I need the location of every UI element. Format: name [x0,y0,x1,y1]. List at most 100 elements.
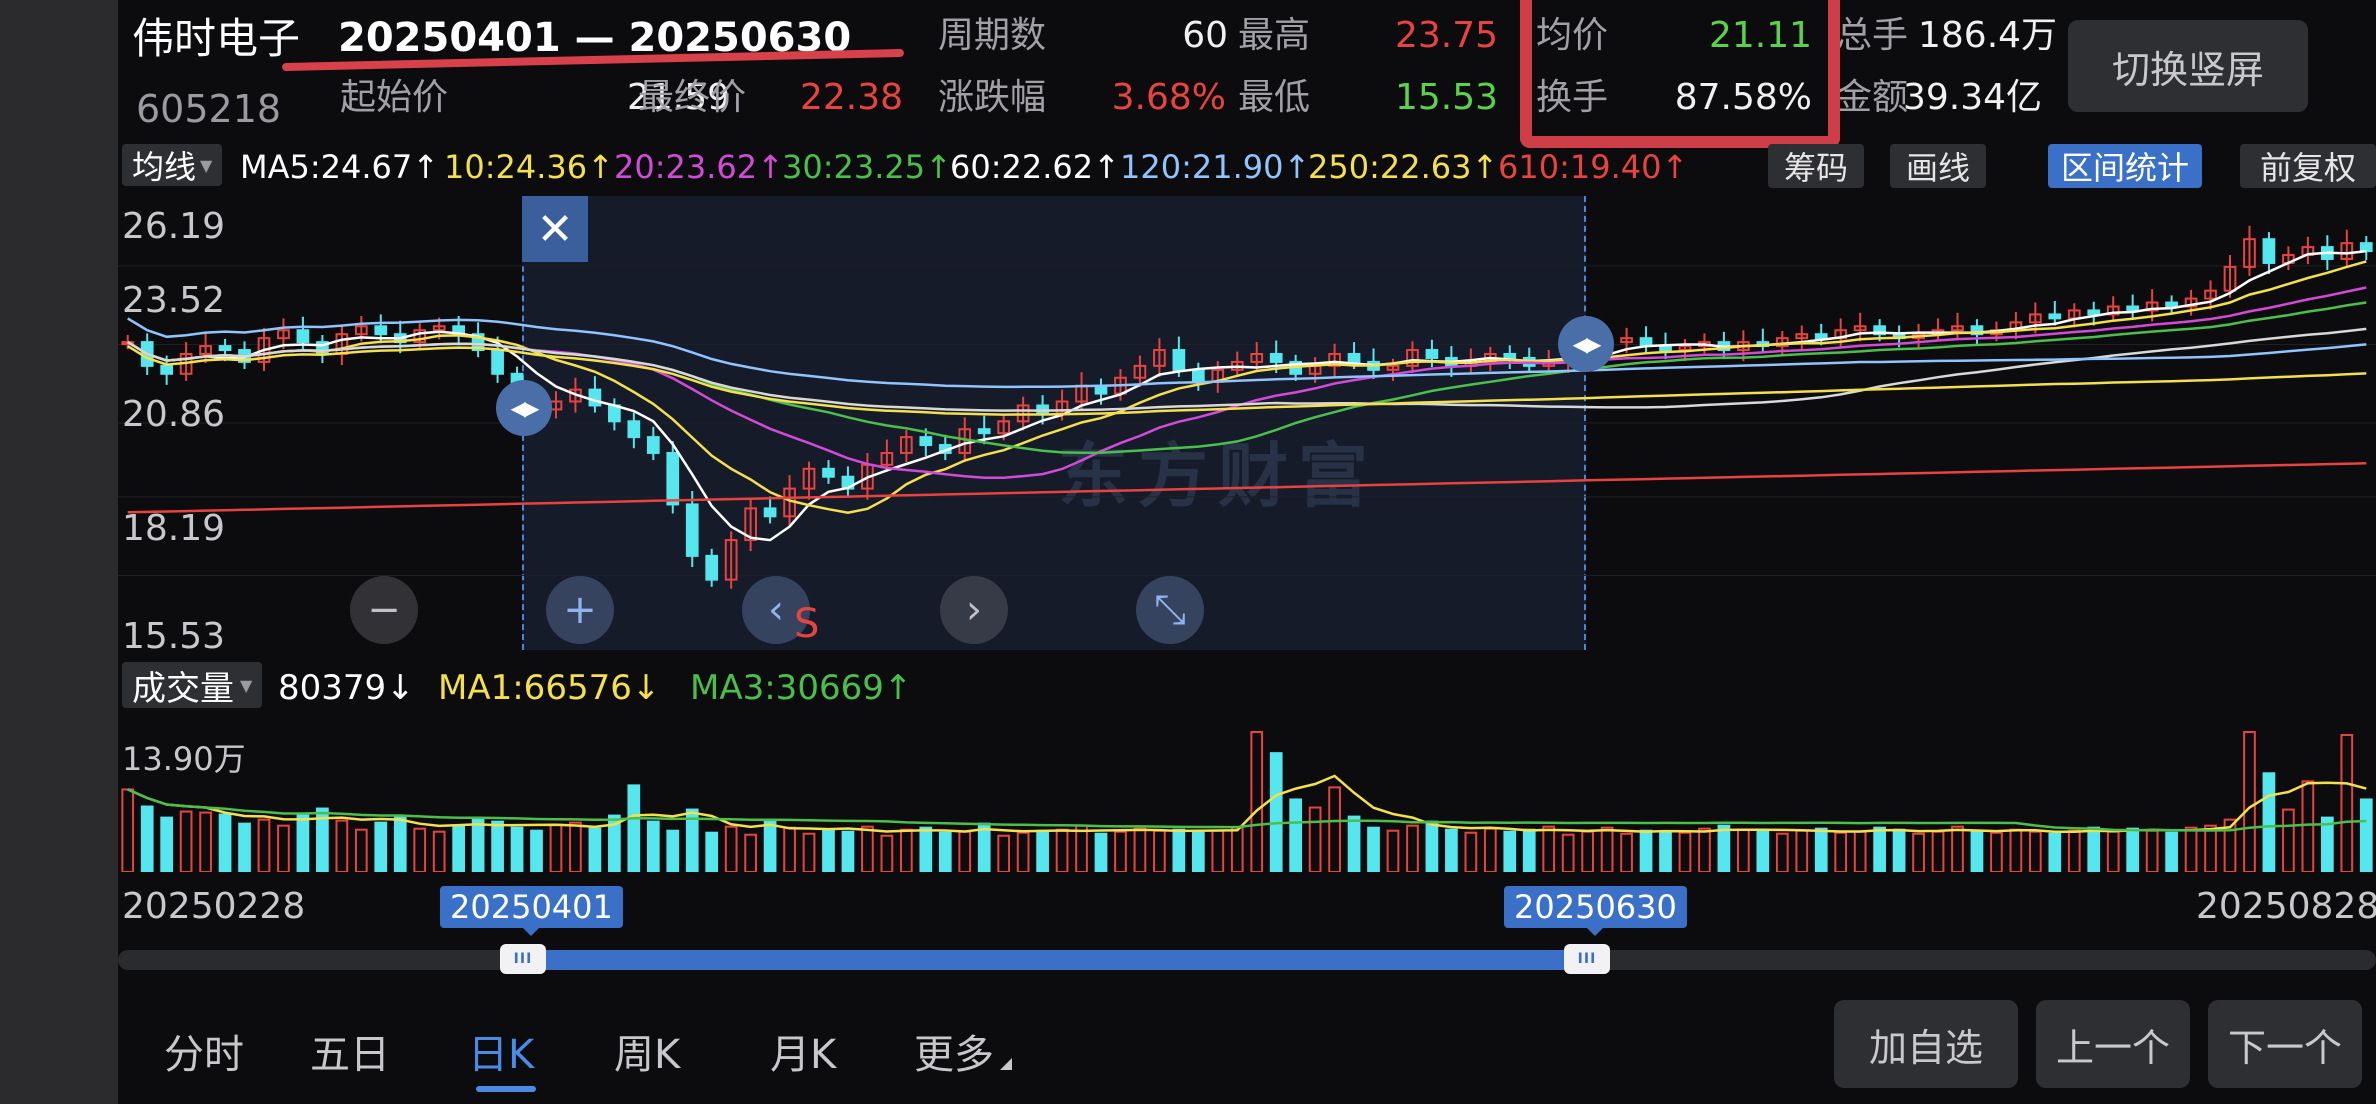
tab-more[interactable]: 更多 [914,1032,994,1078]
volume-bar-item [1639,829,1653,872]
candle-body [646,436,660,454]
volume-bar-item [1347,815,1361,872]
y-axis-label: 18.19 [122,508,226,549]
range-end-handle-icon[interactable]: ◀▶ [1558,316,1614,372]
candle-body [1328,352,1341,367]
volume-bar-item [199,811,212,872]
close-range-icon[interactable]: ✕ [522,196,588,262]
avg-value: 21.11 [1708,15,1812,56]
volume-bar-item [413,827,427,872]
stock-code: 605218 [136,87,282,131]
volume-bar-item [2243,731,2256,872]
volume-bar-item [1795,829,1809,872]
volume-bar-item [1036,829,1049,872]
volume-max-label: 13.90万 [122,740,246,778]
tab-weekly-k[interactable]: 周K [614,1032,681,1078]
candle-body [1406,349,1419,367]
volume-value: 80379↓ [278,668,415,708]
dropdown-icon: ▼ [240,675,253,695]
range-start-handle-icon[interactable]: ◀▶ [496,380,552,436]
candle-body [296,329,310,344]
volume-bar-item [783,826,796,872]
candle-body [1970,325,1984,336]
volume-bar-item [238,822,251,872]
volume-bar: 成交量 ▼ 80379↓ MA1:66576↓ MA3:30669↑ [118,658,2376,709]
volume-bar-item [2282,808,2295,872]
stock-chart-app: 伟时电子 20250401 — 20250630 605218 周期数 60 最… [118,0,2376,1104]
candle-body [900,436,913,454]
tab-intraday[interactable]: 分时 [164,1032,244,1078]
volume-ma1: MA1:66576↓ [438,668,661,708]
candle-body [1425,349,1439,359]
candle-body [2048,313,2062,320]
volume-bar-item [1172,828,1186,872]
volume-bar-item [1386,829,1400,872]
candle-body [374,325,388,336]
volume-ma3-line [127,788,2367,832]
tab-daily-k[interactable]: 日K [468,1032,535,1078]
volume-bar-item [2009,828,2023,872]
volume-bar-item [1503,830,1517,872]
tab-monthly-k[interactable]: 月K [770,1032,837,1078]
range-stats-button[interactable]: 区间统计 [2048,144,2202,188]
ma-select[interactable]: 均线 ▼ [122,144,223,186]
volume-bar-item [1970,829,1984,872]
ma30-value: 30:23.25↑ [782,148,952,186]
selection-end-date-tag: 20250630 [1504,886,1687,936]
volume-bar-item [2165,831,2178,872]
volume-bar-item [277,824,290,872]
ma610-value: 610:19.40↑ [1498,148,1689,186]
adjust-price-button[interactable]: 前复权 [2240,144,2376,188]
low-value: 15.53 [1394,77,1498,118]
ma-select-label: 均线 [132,148,197,186]
candle-body [763,507,777,518]
volume-bar-item [1308,806,1322,872]
volume-bar-item [1873,826,1886,872]
previous-stock-button[interactable]: 上一个 [2036,1000,2190,1088]
candlestick-chart[interactable] [118,192,2376,654]
candle-body [257,337,271,363]
candle-body [822,467,835,478]
volume-ma3: MA3:30669↑ [690,668,913,708]
volume-bar-item [1153,829,1166,872]
scroll-left-button[interactable]: ‹ [742,576,810,644]
volume-bar-item [530,829,543,872]
volume-chart [121,731,2373,872]
start-date-label: 20250228 [122,886,306,927]
y-axis-label: 26.19 [122,206,226,247]
collapse-button[interactable]: ⤡ [1136,576,1204,644]
change-label: 涨跌幅 [938,77,1047,118]
volume-bar-item [1483,827,1497,872]
candle-body [1853,325,1867,332]
scroll-right-button[interactable]: › [940,576,1008,644]
chips-button[interactable]: 筹码 [1768,144,1864,188]
candle-body [2087,309,2101,316]
volume-bar-item [1561,833,1575,872]
candle-body [1386,364,1400,371]
range-slider-start-knob[interactable]: III [500,944,546,974]
period-label: 周期数 [938,15,1047,56]
volume-bar-item [1542,825,1556,872]
candle-body [685,503,699,557]
volume-bar-item [2204,824,2217,872]
volume-bar-item [1016,831,1030,872]
add-watchlist-button[interactable]: 加自选 [1834,1000,2018,1088]
next-stock-button[interactable]: 下一个 [2208,1000,2362,1088]
candle-body [627,420,641,439]
ma120-value: 120:21.90↑ [1120,148,1311,186]
volume-bar-item [763,818,777,872]
draw-line-button[interactable]: 画线 [1890,144,1986,188]
zoom-out-button[interactable]: − [350,576,418,644]
total-value: 186.4万 [1918,15,2058,56]
volume-bar-item [608,814,621,872]
switch-portrait-button[interactable]: 切换竖屏 [2068,20,2308,112]
zoom-in-button[interactable]: + [546,576,614,644]
tab-five-day[interactable]: 五日 [310,1032,390,1078]
volume-bar-item [1834,831,1848,872]
candle-body [2106,305,2120,316]
volume-bar-item [121,788,135,872]
volume-bar-item [335,819,349,872]
candle-body [2165,301,2178,308]
range-slider-end-knob[interactable]: III [1564,944,1610,974]
volume-select[interactable]: 成交量 ▼ [122,662,263,709]
